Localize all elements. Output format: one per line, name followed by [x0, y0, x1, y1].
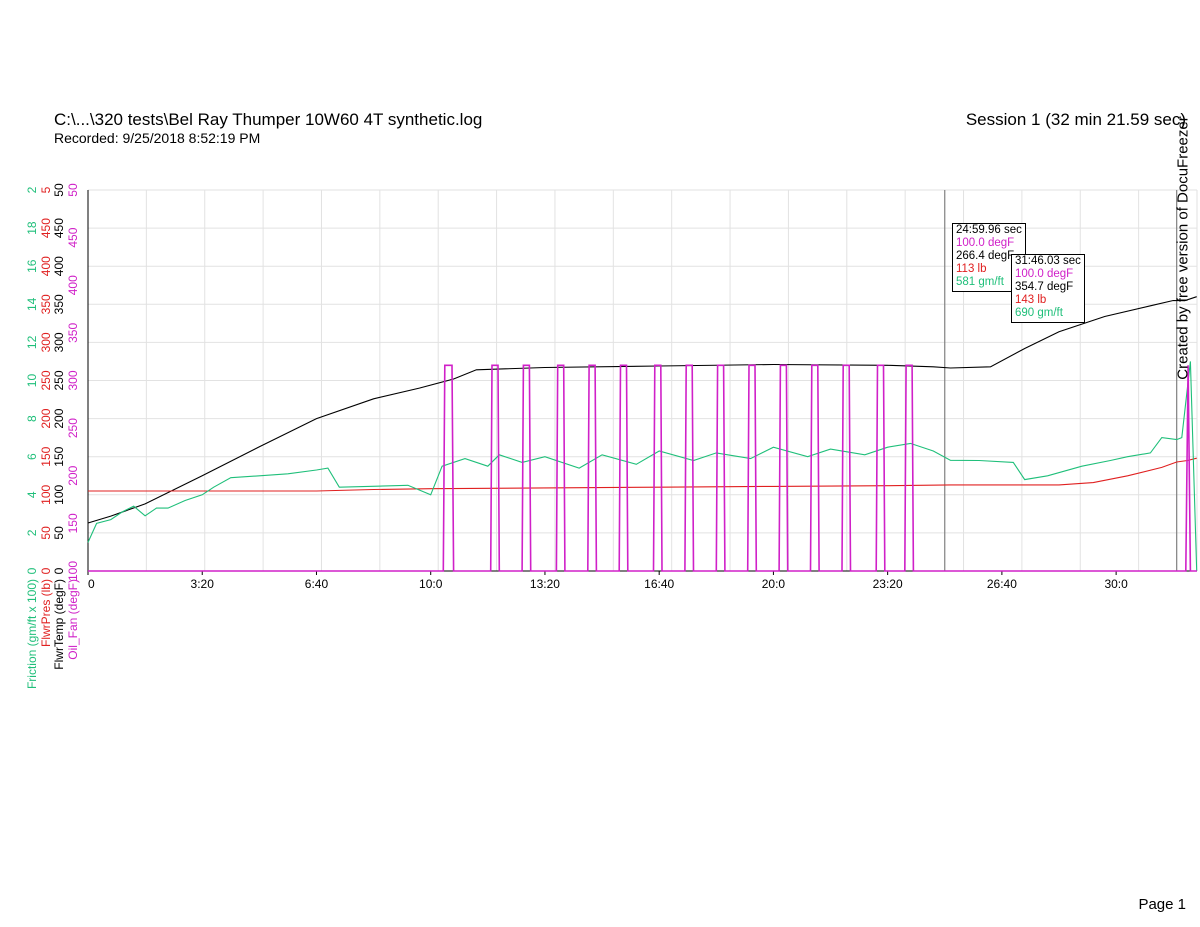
cursor-2-time: 31:46.03 sec — [1015, 255, 1081, 267]
flwr_pres-tick-label: 300 — [39, 332, 53, 352]
cursor-2-flwr-pres: 143 lb — [1015, 294, 1047, 306]
flwr_temp-axis-title: FlwrTemp (degF) — [52, 579, 66, 670]
x-tick-label: 6:40 — [305, 577, 329, 591]
x-tick-label: 13:20 — [530, 577, 560, 591]
x-tick-label: 23:20 — [873, 577, 903, 591]
flwr_pres-tick-label: 200 — [39, 408, 53, 428]
friction-series-line — [87, 361, 1198, 572]
cursor-1-flwr-pres: 113 lb — [956, 263, 987, 275]
friction-tick-label: 12 — [25, 335, 39, 349]
oil_fan-tick-label: 400 — [66, 275, 80, 295]
x-tick-label: 26:40 — [987, 577, 1017, 591]
oil_fan-tick-label: 200 — [66, 465, 80, 485]
cursor-readout-2: 31:46.03 sec 100.0 degF 354.7 degF 143 l… — [1011, 254, 1085, 323]
flwr_temp-tick-label: 300 — [52, 332, 66, 352]
flwr_temp-tick-label: 150 — [52, 446, 66, 466]
friction-tick-label: 18 — [25, 221, 39, 235]
flwr_temp-tick-label: 50 — [52, 526, 66, 540]
cursor-2-flwr-temp: 354.7 degF — [1015, 281, 1074, 293]
friction-tick-label: 8 — [25, 415, 39, 422]
flwr_temp-tick-label: 400 — [52, 256, 66, 276]
oil_fan-tick-label: 100 — [66, 561, 80, 581]
cursor-1-oil-fan: 100.0 degF — [956, 237, 1015, 249]
flwr_temp-tick-label: 250 — [52, 370, 66, 390]
docufreezer-watermark: Created by free version of DocuFreezer — [1174, 116, 1192, 380]
flwr_temp-tick-label: 0 — [52, 567, 66, 574]
page-number: Page 1 — [1138, 896, 1186, 913]
flwr_temp-tick-label: 200 — [52, 408, 66, 428]
cursor-2-oil-fan: 100.0 degF — [1015, 268, 1074, 280]
friction-tick-label: 0 — [25, 567, 39, 574]
cursor-1-flwr-temp: 266.4 degF — [956, 250, 1015, 262]
friction-axis-title: Friction (gm/ft x 100) — [25, 579, 39, 689]
oil_fan-tick-label: 50 — [66, 183, 80, 197]
oil_fan-series-line — [88, 364, 1197, 572]
oil_fan-tick-label: 450 — [66, 227, 80, 247]
oil_fan-tick-label: 150 — [66, 513, 80, 533]
cursor-2-friction: 690 gm/ft — [1015, 307, 1063, 319]
flwr_temp-tick-label: 450 — [52, 218, 66, 238]
oil_fan-tick-label: 300 — [66, 370, 80, 390]
flwr_temp-tick-label: 350 — [52, 294, 66, 314]
friction-tick-label: 2 — [25, 186, 39, 193]
flwr_pres-tick-label: 100 — [39, 484, 53, 504]
friction-tick-label: 14 — [25, 297, 39, 311]
flwr_pres-series-line — [88, 457, 1197, 492]
recorded-timestamp: Recorded: 9/25/2018 8:52:19 PM — [54, 130, 261, 146]
x-tick-label: 30:0 — [1104, 577, 1128, 591]
flwr_pres-tick-label: 5 — [39, 186, 53, 193]
oil_fan-tick-label: 250 — [66, 418, 80, 438]
flwr_temp-series-line — [87, 296, 1197, 524]
friction-tick-label: 16 — [25, 259, 39, 273]
friction-tick-label: 2 — [25, 529, 39, 536]
flwr_pres-tick-label: 50 — [39, 526, 53, 540]
flwr_pres-tick-label: 250 — [39, 370, 53, 390]
flwr_pres-tick-label: 150 — [39, 446, 53, 466]
x-tick-label: 16:40 — [644, 577, 674, 591]
flwr_temp-tick-label: 50 — [52, 183, 66, 197]
flwr_pres-tick-label: 0 — [39, 567, 53, 574]
friction-tick-label: 6 — [25, 453, 39, 460]
x-tick-label: 20:0 — [762, 577, 786, 591]
oil_fan-tick-label: 350 — [66, 323, 80, 343]
flwr_pres-tick-label: 400 — [39, 256, 53, 276]
cursor-1-friction: 581 gm/ft — [956, 276, 1004, 288]
flwr_pres-tick-label: 350 — [39, 294, 53, 314]
x-tick-label: 3:20 — [191, 577, 215, 591]
flwr_pres-axis-title: FlwrPres (lb) — [39, 579, 53, 647]
flwr_temp-tick-label: 100 — [52, 484, 66, 504]
log-title: C:\...\320 tests\Bel Ray Thumper 10W60 4… — [54, 110, 483, 129]
friction-tick-label: 10 — [25, 374, 39, 388]
cursor-1-time: 24:59.96 sec — [956, 224, 1022, 236]
oil_fan-axis-title: Oil_Fan (degF) — [66, 579, 80, 660]
x-tick-label: 10:0 — [419, 577, 443, 591]
flwr_pres-tick-label: 450 — [39, 218, 53, 238]
friction-tick-label: 4 — [25, 491, 39, 498]
session-info: Session 1 (32 min 21.59 sec) — [965, 110, 1186, 129]
x-tick-label: 0 — [88, 577, 95, 591]
